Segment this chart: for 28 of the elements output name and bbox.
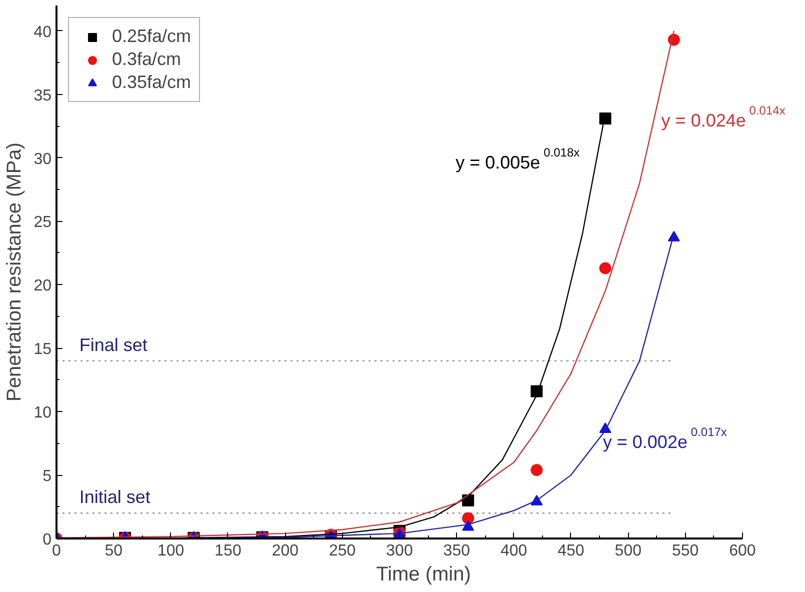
y-tick-label: 0	[42, 532, 52, 548]
x-tick-label: 100	[157, 542, 184, 560]
ref-line-label: Final set	[79, 334, 148, 355]
legend-label: 0.35fa/cm	[112, 72, 192, 93]
y-tick-label: 15	[34, 341, 52, 358]
x-tick-label: 300	[386, 542, 413, 560]
x-tick-label: 350	[443, 542, 470, 560]
x-tick-label: 150	[214, 542, 242, 560]
y-tick-label: 35	[34, 87, 52, 104]
x-axis-title: Time (min)	[376, 564, 471, 586]
legend-label: 0.3fa/cm	[112, 49, 182, 70]
x-tick-label: 50	[104, 542, 123, 560]
y-tick-label: 40	[34, 24, 52, 41]
legend-label: 0.25fa/cm	[112, 26, 192, 47]
x-tick-label: 600	[729, 542, 756, 560]
y-tick-label: 30	[34, 150, 52, 168]
y-axis-title: Penetration resistance (MPa)	[4, 142, 26, 402]
x-tick-label: 500	[614, 542, 642, 560]
x-tick-label: 550	[672, 542, 699, 560]
y-tick-label: 5	[42, 468, 52, 486]
y-tick-label: 25	[34, 214, 52, 232]
x-tick-label: 400	[500, 542, 528, 560]
y-tick-label: 20	[34, 278, 52, 295]
x-tick-label: 200	[272, 542, 299, 560]
y-tick-label: 10	[34, 404, 52, 422]
ref-line-label: Initial set	[79, 487, 150, 508]
x-tick-label: 250	[328, 542, 356, 560]
x-tick-label: 450	[558, 542, 584, 560]
